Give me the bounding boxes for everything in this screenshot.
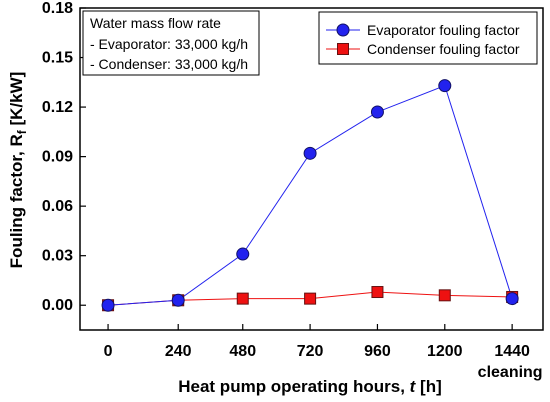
legend-condenser-label: Condenser fouling factor xyxy=(367,41,520,57)
legend-evaporator-label: Evaporator fouling factor xyxy=(367,22,520,38)
y-axis-title-unit: [K/kW] xyxy=(7,72,26,131)
condenser-point xyxy=(236,292,249,305)
x-tick-label: 1200 xyxy=(427,343,463,360)
evaporator-point xyxy=(171,293,185,307)
y-tick-label: 0.09 xyxy=(42,149,73,166)
x-tick-label-cleaning: cleaning xyxy=(478,364,543,381)
x-tick-label: 480 xyxy=(229,343,256,360)
legend-condenser-marker xyxy=(337,43,349,55)
y-tick-label: 0.15 xyxy=(42,50,73,67)
y-tick-label: 0.18 xyxy=(42,0,73,17)
x-tick-label: 1440 xyxy=(494,343,530,360)
evaporator-point xyxy=(236,247,250,261)
x-axis-title: Heat pump operating hours, t [h] xyxy=(178,377,442,396)
evaporator-point xyxy=(303,146,317,160)
x-axis-ticks: 0 240 480 720 960 1200 1440 cleaning xyxy=(104,324,543,381)
evaporator-point xyxy=(438,79,452,93)
y-axis-title: Fouling factor, Rf [K/kW] xyxy=(7,72,29,269)
y-tick-label: 0.06 xyxy=(42,198,73,215)
condenser-point xyxy=(438,289,451,302)
y-tick-label: 0.00 xyxy=(42,297,73,314)
evaporator-point xyxy=(101,298,115,312)
annotation-box xyxy=(82,10,260,76)
annotation-title: Water mass flow rate xyxy=(90,15,221,31)
x-axis-title-unit: [h] xyxy=(415,377,441,396)
legend-evaporator-marker xyxy=(336,23,350,37)
annotation-evaporator: - Evaporator: 33,000 kg/h xyxy=(90,36,248,52)
x-axis-title-main: Heat pump operating hours, xyxy=(178,377,409,396)
condenser-point xyxy=(371,286,384,299)
evaporator-point xyxy=(370,105,384,119)
plot-frame xyxy=(79,7,544,331)
x-tick-label: 240 xyxy=(165,343,192,360)
legend: Evaporator fouling factor Condenser foul… xyxy=(318,11,538,65)
y-axis-ticks: 0.00 0.03 0.06 0.09 0.12 0.15 0.18 xyxy=(42,0,86,314)
flow-rate-annotation: Water mass flow rate - Evaporator: 33,00… xyxy=(82,10,260,76)
condenser-point xyxy=(304,292,317,305)
y-axis-title-subscript: f xyxy=(15,129,29,134)
x-tick-label: 720 xyxy=(297,343,324,360)
x-tick-label: 960 xyxy=(364,343,391,360)
evaporator-point xyxy=(505,292,519,306)
x-axis-title-variable: t xyxy=(410,377,417,396)
y-tick-label: 0.12 xyxy=(42,99,73,116)
series-line-evaporator xyxy=(108,84,513,306)
y-axis-title-main: Fouling factor, R xyxy=(7,134,26,268)
legend-box xyxy=(318,11,538,65)
y-tick-label: 0.03 xyxy=(42,248,73,265)
series-layer xyxy=(101,79,519,312)
annotation-condenser: - Condenser: 33,000 kg/h xyxy=(90,56,248,72)
x-tick-label: 0 xyxy=(104,343,113,360)
